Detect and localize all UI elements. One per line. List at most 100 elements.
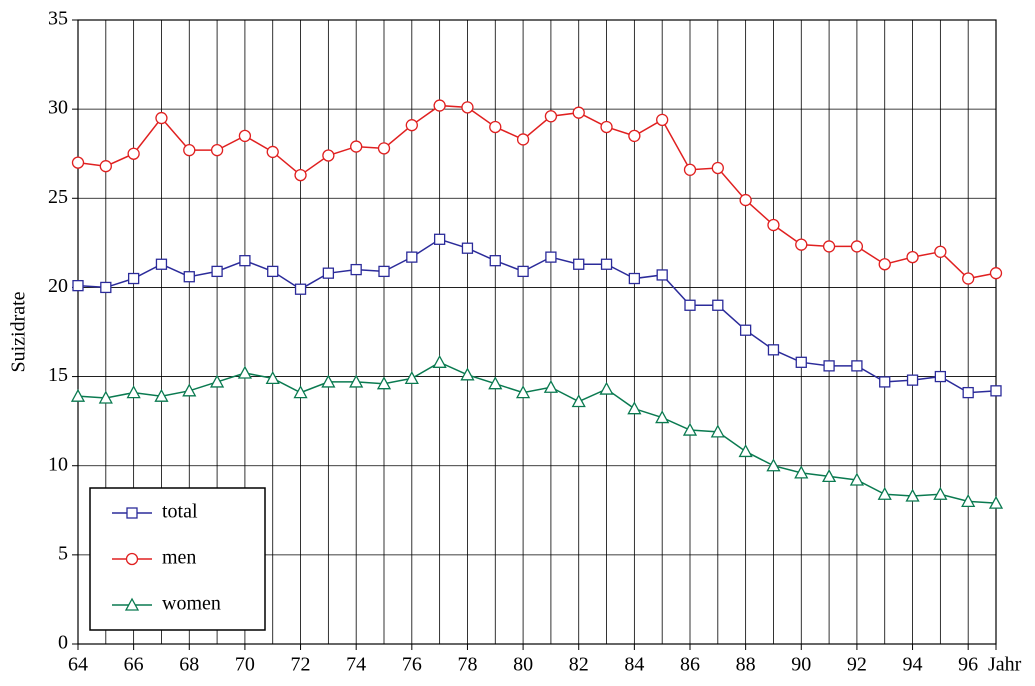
- marker: [72, 279, 84, 292]
- marker: [823, 360, 835, 372]
- x-tick-label: 82: [569, 654, 589, 676]
- x-tick-label: 94: [903, 654, 923, 676]
- marker: [127, 272, 140, 285]
- marker: [738, 444, 753, 458]
- marker: [545, 251, 557, 263]
- marker: [489, 120, 502, 134]
- y-tick-label: 30: [48, 97, 68, 119]
- marker: [683, 163, 697, 176]
- legend-label: men: [162, 547, 196, 569]
- marker: [349, 374, 364, 388]
- marker: [125, 552, 139, 566]
- marker: [515, 385, 531, 399]
- marker: [961, 494, 976, 508]
- marker: [460, 367, 475, 381]
- marker: [739, 193, 752, 207]
- marker: [155, 258, 168, 270]
- marker: [962, 272, 975, 285]
- marker: [934, 370, 947, 383]
- marker: [655, 410, 670, 424]
- marker: [794, 465, 809, 479]
- marker: [933, 486, 948, 500]
- marker: [432, 354, 447, 368]
- plot-frame: [77, 19, 997, 645]
- marker: [265, 370, 280, 385]
- marker: [821, 469, 837, 483]
- legend: total men women: [89, 487, 266, 631]
- marker: [766, 458, 781, 472]
- y-tick-label: 25: [48, 186, 68, 208]
- marker: [267, 265, 279, 278]
- marker: [376, 376, 392, 390]
- marker: [405, 119, 418, 132]
- y-tick-label: 35: [48, 8, 68, 30]
- marker: [461, 242, 474, 254]
- marker: [517, 265, 529, 278]
- marker: [239, 255, 251, 267]
- x-tick-label: Jahr: [988, 654, 1022, 676]
- marker: [795, 356, 807, 368]
- marker: [795, 238, 808, 251]
- y-tick-label: 20: [48, 275, 68, 297]
- marker: [433, 99, 446, 112]
- marker: [988, 495, 1004, 509]
- marker: [572, 106, 585, 119]
- marker: [712, 299, 724, 311]
- marker: [822, 240, 836, 253]
- marker: [155, 111, 168, 125]
- marker: [210, 143, 224, 157]
- marker: [404, 370, 419, 385]
- marker: [990, 385, 1002, 397]
- marker: [182, 383, 197, 397]
- marker: [879, 376, 891, 388]
- marker: [377, 142, 391, 155]
- marker: [656, 113, 669, 126]
- marker: [656, 269, 668, 281]
- x-tick-label: 78: [457, 654, 477, 676]
- marker: [878, 258, 891, 271]
- marker: [70, 388, 86, 402]
- x-tick-label: 96: [958, 654, 978, 676]
- series-line: [77, 104, 997, 280]
- x-tick-label: 90: [791, 654, 811, 676]
- marker: [293, 385, 308, 399]
- marker: [294, 283, 307, 295]
- series-line: [77, 361, 997, 504]
- y-tick-label: 10: [48, 453, 68, 475]
- marker: [571, 394, 586, 408]
- marker: [100, 281, 112, 294]
- marker: [600, 120, 613, 134]
- marker: [294, 168, 307, 182]
- marker: [906, 250, 919, 264]
- marker: [573, 258, 585, 270]
- marker: [989, 267, 1003, 280]
- marker: [739, 324, 752, 336]
- marker: [461, 101, 474, 114]
- x-tick-label: 88: [736, 654, 756, 676]
- marker: [710, 424, 725, 438]
- marker: [516, 133, 530, 146]
- marker: [934, 245, 947, 258]
- marker: [489, 255, 501, 267]
- marker: [126, 385, 141, 399]
- legend-label: women: [162, 593, 221, 615]
- marker: [600, 258, 613, 270]
- marker: [962, 386, 974, 399]
- x-tick-label: 72: [291, 654, 311, 676]
- marker: [211, 265, 223, 278]
- x-tick-label: 66: [124, 654, 144, 676]
- x-tick-label: 70: [235, 654, 255, 676]
- marker: [238, 129, 252, 143]
- x-tick-label: 92: [847, 654, 867, 676]
- marker: [433, 233, 446, 245]
- y-tick-label: 0: [58, 632, 68, 654]
- marker: [126, 507, 138, 519]
- marker: [322, 149, 335, 162]
- marker: [127, 147, 140, 160]
- marker: [543, 379, 559, 393]
- marker: [849, 472, 865, 486]
- marker: [488, 376, 503, 390]
- marker: [711, 161, 724, 175]
- marker: [99, 160, 112, 173]
